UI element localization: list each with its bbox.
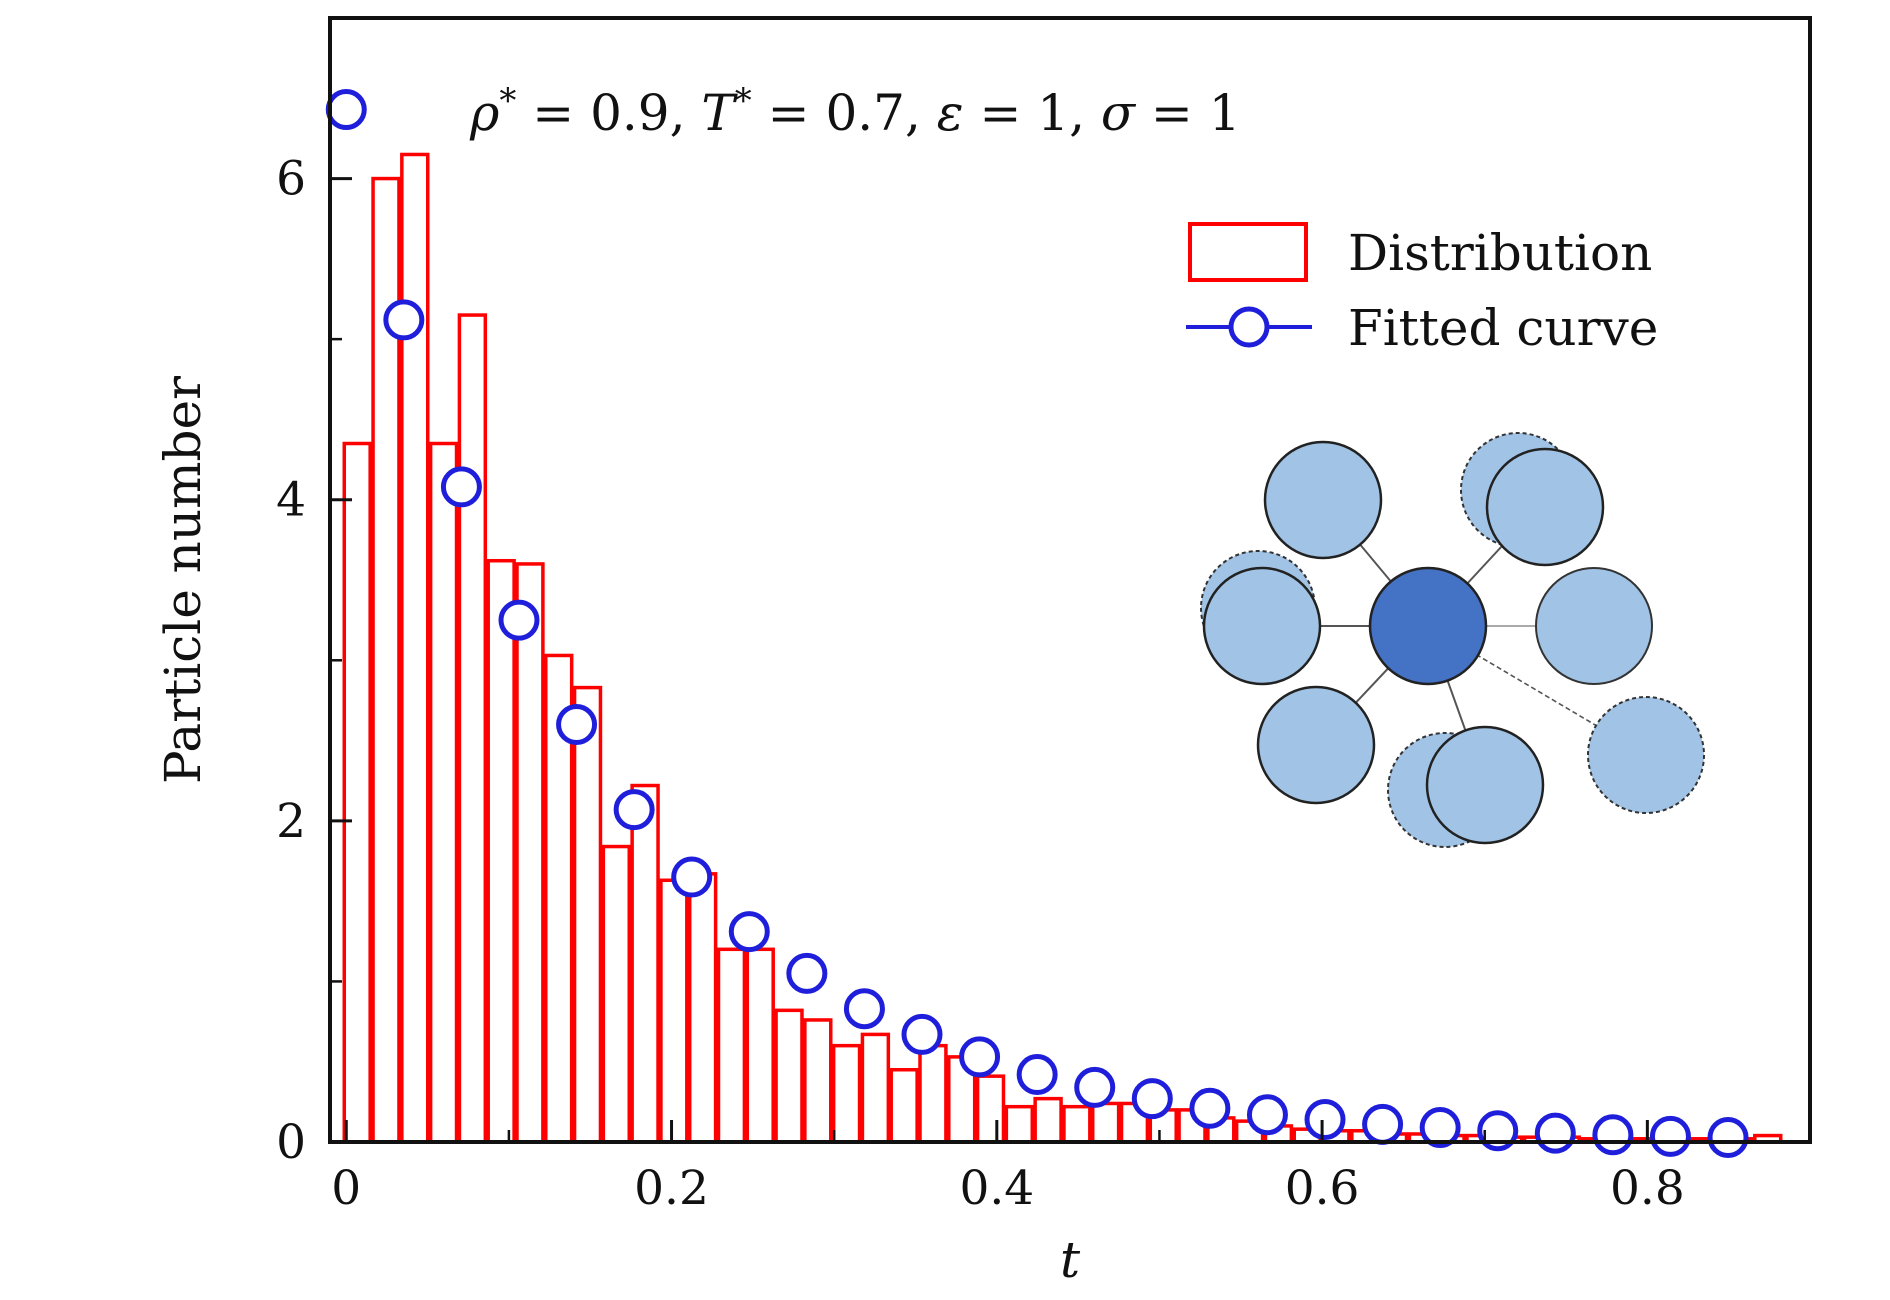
inset-neighbor-particle — [1587, 696, 1705, 814]
fitted-curve-marker — [1304, 1099, 1346, 1141]
fitted-curve-marker — [1477, 1110, 1519, 1152]
distribution-bar — [630, 783, 660, 1144]
distribution-bar — [342, 441, 372, 1144]
annotation-temperature-star: * — [735, 81, 752, 121]
fitted-curve-marker — [1246, 1094, 1288, 1136]
distribution-bar — [687, 872, 718, 1144]
axis-ticks: 0 0.2 0.4 0.6 0.8 0 2 4 6 — [276, 152, 1812, 1216]
inset-neighbor-particle — [1202, 566, 1322, 686]
y-tick-label: 0 — [276, 1115, 306, 1170]
fitted-curve-marker — [671, 856, 713, 898]
x-axis-title: t — [1060, 1231, 1081, 1289]
distribution-bar — [1033, 1096, 1063, 1144]
fitted-curve-marker — [901, 1013, 943, 1055]
annotation-rho: ρ — [469, 84, 500, 142]
distribution-bar — [486, 558, 516, 1144]
annotation-temperature: T — [701, 84, 738, 142]
distribution-bar — [889, 1067, 919, 1144]
distribution-bar — [774, 1008, 804, 1144]
x-tick-label: 0.8 — [1610, 1161, 1685, 1216]
inset-neighbor-particle — [1263, 440, 1383, 560]
distribution-bar — [716, 947, 747, 1144]
y-axis-title: Particle number — [154, 376, 212, 784]
fitted-curve-marker — [1419, 1107, 1461, 1149]
annotation-sigma: σ — [1101, 84, 1137, 142]
y-tick-label: 4 — [276, 473, 306, 528]
x-tick-label: 0.6 — [1285, 1161, 1360, 1216]
inset-center-particle — [1368, 566, 1488, 686]
fitted-curve-marker — [1016, 1054, 1058, 1096]
annotation-epsilon: ε — [937, 84, 964, 142]
chart-annotation: ρ* = 0.9, T* = 0.7, ε = 1, σ = 1 — [469, 81, 1241, 142]
distribution-bar — [428, 441, 459, 1144]
fitted-curve-marker — [1534, 1112, 1576, 1154]
distribution-bar — [918, 1043, 948, 1144]
legend-fitted-label: Fitted curve — [1348, 299, 1658, 357]
fitted-curve-marker — [1592, 1114, 1634, 1156]
distribution-bar — [572, 685, 603, 1144]
annotation-temperature-value: = 0.7, — [752, 84, 937, 142]
fitted-curve-marker — [1074, 1066, 1116, 1108]
y-tick-label: 6 — [276, 152, 306, 207]
fitted-curve-marker — [440, 466, 482, 508]
legend-distribution-label: Distribution — [1348, 224, 1652, 282]
fitted-curve-marker — [325, 89, 367, 131]
fitted-curve-marker — [1131, 1078, 1173, 1120]
annotation-epsilon-value: = 1, — [964, 84, 1101, 142]
distribution-bar — [831, 1043, 862, 1144]
fitted-curve-marker — [383, 299, 425, 341]
fitted-curve-marker — [498, 599, 540, 641]
distribution-bar — [1090, 1101, 1121, 1144]
x-tick-label: 0 — [331, 1161, 361, 1216]
fitted-curve-marker — [1362, 1103, 1404, 1145]
fitted-curve-marker — [728, 911, 770, 953]
fitted-curve-markers — [325, 89, 1749, 1159]
fitted-curve-marker — [959, 1036, 1001, 1078]
fitted-curve-marker — [1707, 1117, 1749, 1159]
distribution-bar — [659, 878, 689, 1144]
fitted-curve-marker — [613, 789, 655, 831]
distribution-bar — [1004, 1104, 1035, 1144]
distribution-bar — [515, 562, 545, 1144]
fitted-curve-marker — [556, 704, 598, 746]
inset-neighbor-particle — [1425, 725, 1545, 845]
distribution-bar — [803, 1018, 833, 1144]
legend-fitted-marker — [1228, 306, 1270, 348]
plot-frame — [328, 16, 1812, 1144]
distribution-bar — [457, 313, 488, 1144]
fitted-curve-marker — [1189, 1087, 1231, 1129]
fitted-curve-marker — [1649, 1115, 1691, 1157]
annotation-rho-value: = 0.9, — [516, 84, 701, 142]
neighbor-inset-diagram — [1200, 432, 1705, 848]
inset-neighbor-particle — [1535, 567, 1653, 685]
x-tick-label: 0.4 — [959, 1161, 1034, 1216]
y-tick-label: 2 — [276, 794, 306, 849]
annotation-rho-star: * — [499, 81, 516, 121]
fitted-curve-marker — [786, 952, 828, 994]
distribution-bar — [860, 1032, 891, 1144]
fitted-curve-marker — [843, 988, 885, 1030]
distribution-bar — [601, 844, 632, 1144]
distribution-bar — [371, 176, 401, 1144]
distribution-bar — [1062, 1104, 1092, 1144]
distribution-bar — [745, 947, 775, 1144]
legend-distribution-swatch — [1188, 222, 1308, 282]
inset-neighbor-particle — [1256, 685, 1376, 805]
annotation-sigma-value: = 1 — [1135, 84, 1241, 142]
inset-neighbor-particle — [1485, 447, 1605, 567]
distribution-bar — [975, 1074, 1006, 1144]
legend: Distribution Fitted curve — [1186, 222, 1658, 357]
x-tick-label: 0.2 — [634, 1161, 709, 1216]
